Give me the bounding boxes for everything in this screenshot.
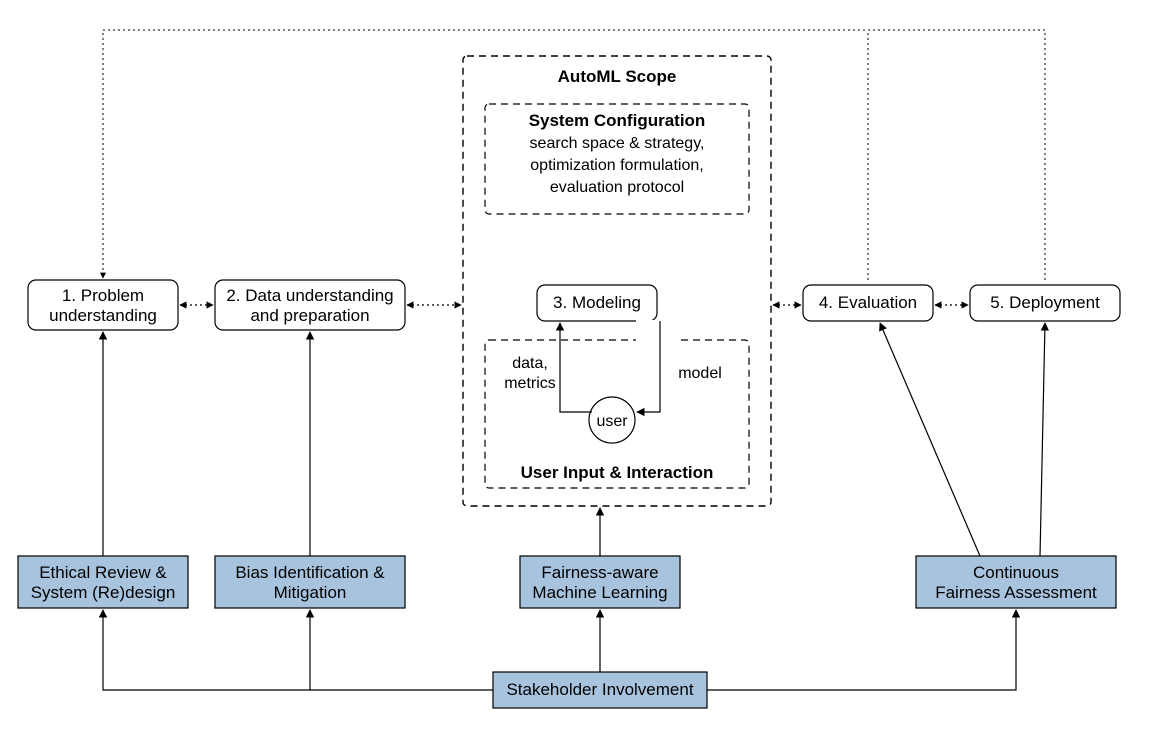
cont-line-0: Continuous <box>973 563 1059 582</box>
fairml-line-0: Fairness-aware <box>541 563 658 582</box>
bias-box: Bias Identification & Mitigation <box>215 556 405 608</box>
ethical-line-1: System (Re)design <box>31 583 176 602</box>
stage-2-line-0: 2. Data understanding <box>226 286 393 305</box>
edge-data-metrics-0: data, <box>512 355 548 372</box>
sysconfig-line-1: optimization formulation, <box>530 157 703 174</box>
cont-line-1: Fairness Assessment <box>935 583 1097 602</box>
stage-1-line-1: understanding <box>49 306 157 325</box>
arrow-stake-to-cont <box>707 610 1016 690</box>
bias-line-1: Mitigation <box>274 583 347 602</box>
ethical-review-box: Ethical Review & System (Re)design <box>18 556 188 608</box>
stage-1-line-0: 1. Problem <box>62 286 144 305</box>
bias-line-0: Bias Identification & <box>235 563 385 582</box>
fairml-line-1: Machine Learning <box>532 583 667 602</box>
arrow-stake-to-ethical <box>103 610 493 690</box>
ethical-line-0: Ethical Review & <box>39 563 167 582</box>
fairml-box: Fairness-aware Machine Learning <box>520 556 680 608</box>
sysconfig-line-2: evaluation protocol <box>550 179 684 196</box>
system-config-title: System Configuration <box>529 111 706 130</box>
stage-5-line-0: 5. Deployment <box>990 293 1100 312</box>
user-node-label: user <box>596 413 628 430</box>
stage-3-line-0: 3. Modeling <box>553 293 641 312</box>
stage-3: 3. Modeling <box>537 285 657 321</box>
stage-5: 5. Deployment <box>970 285 1120 321</box>
stage-2-line-1: and preparation <box>250 306 369 325</box>
user-interaction-title: User Input & Interaction <box>521 463 714 482</box>
stage-2: 2. Data understanding and preparation <box>215 280 405 330</box>
stakeholder-label: Stakeholder Involvement <box>506 680 693 699</box>
edge-data-metrics-1: metrics <box>504 375 556 392</box>
continuous-box: Continuous Fairness Assessment <box>916 556 1116 608</box>
arrow-cont-to-eval <box>880 323 980 556</box>
stage-4-line-0: 4. Evaluation <box>819 293 917 312</box>
arrow-user-to-modeling <box>560 323 592 412</box>
diagram-canvas: AutoML Scope System Configuration search… <box>0 0 1156 748</box>
stage-4: 4. Evaluation <box>803 285 933 321</box>
sysconfig-line-0: search space & strategy, <box>530 135 705 152</box>
stage-1: 1. Problem understanding <box>28 280 178 330</box>
arrow-cont-to-deploy <box>1040 323 1045 556</box>
automl-scope-title: AutoML Scope <box>558 67 677 86</box>
edge-model: model <box>678 365 722 382</box>
